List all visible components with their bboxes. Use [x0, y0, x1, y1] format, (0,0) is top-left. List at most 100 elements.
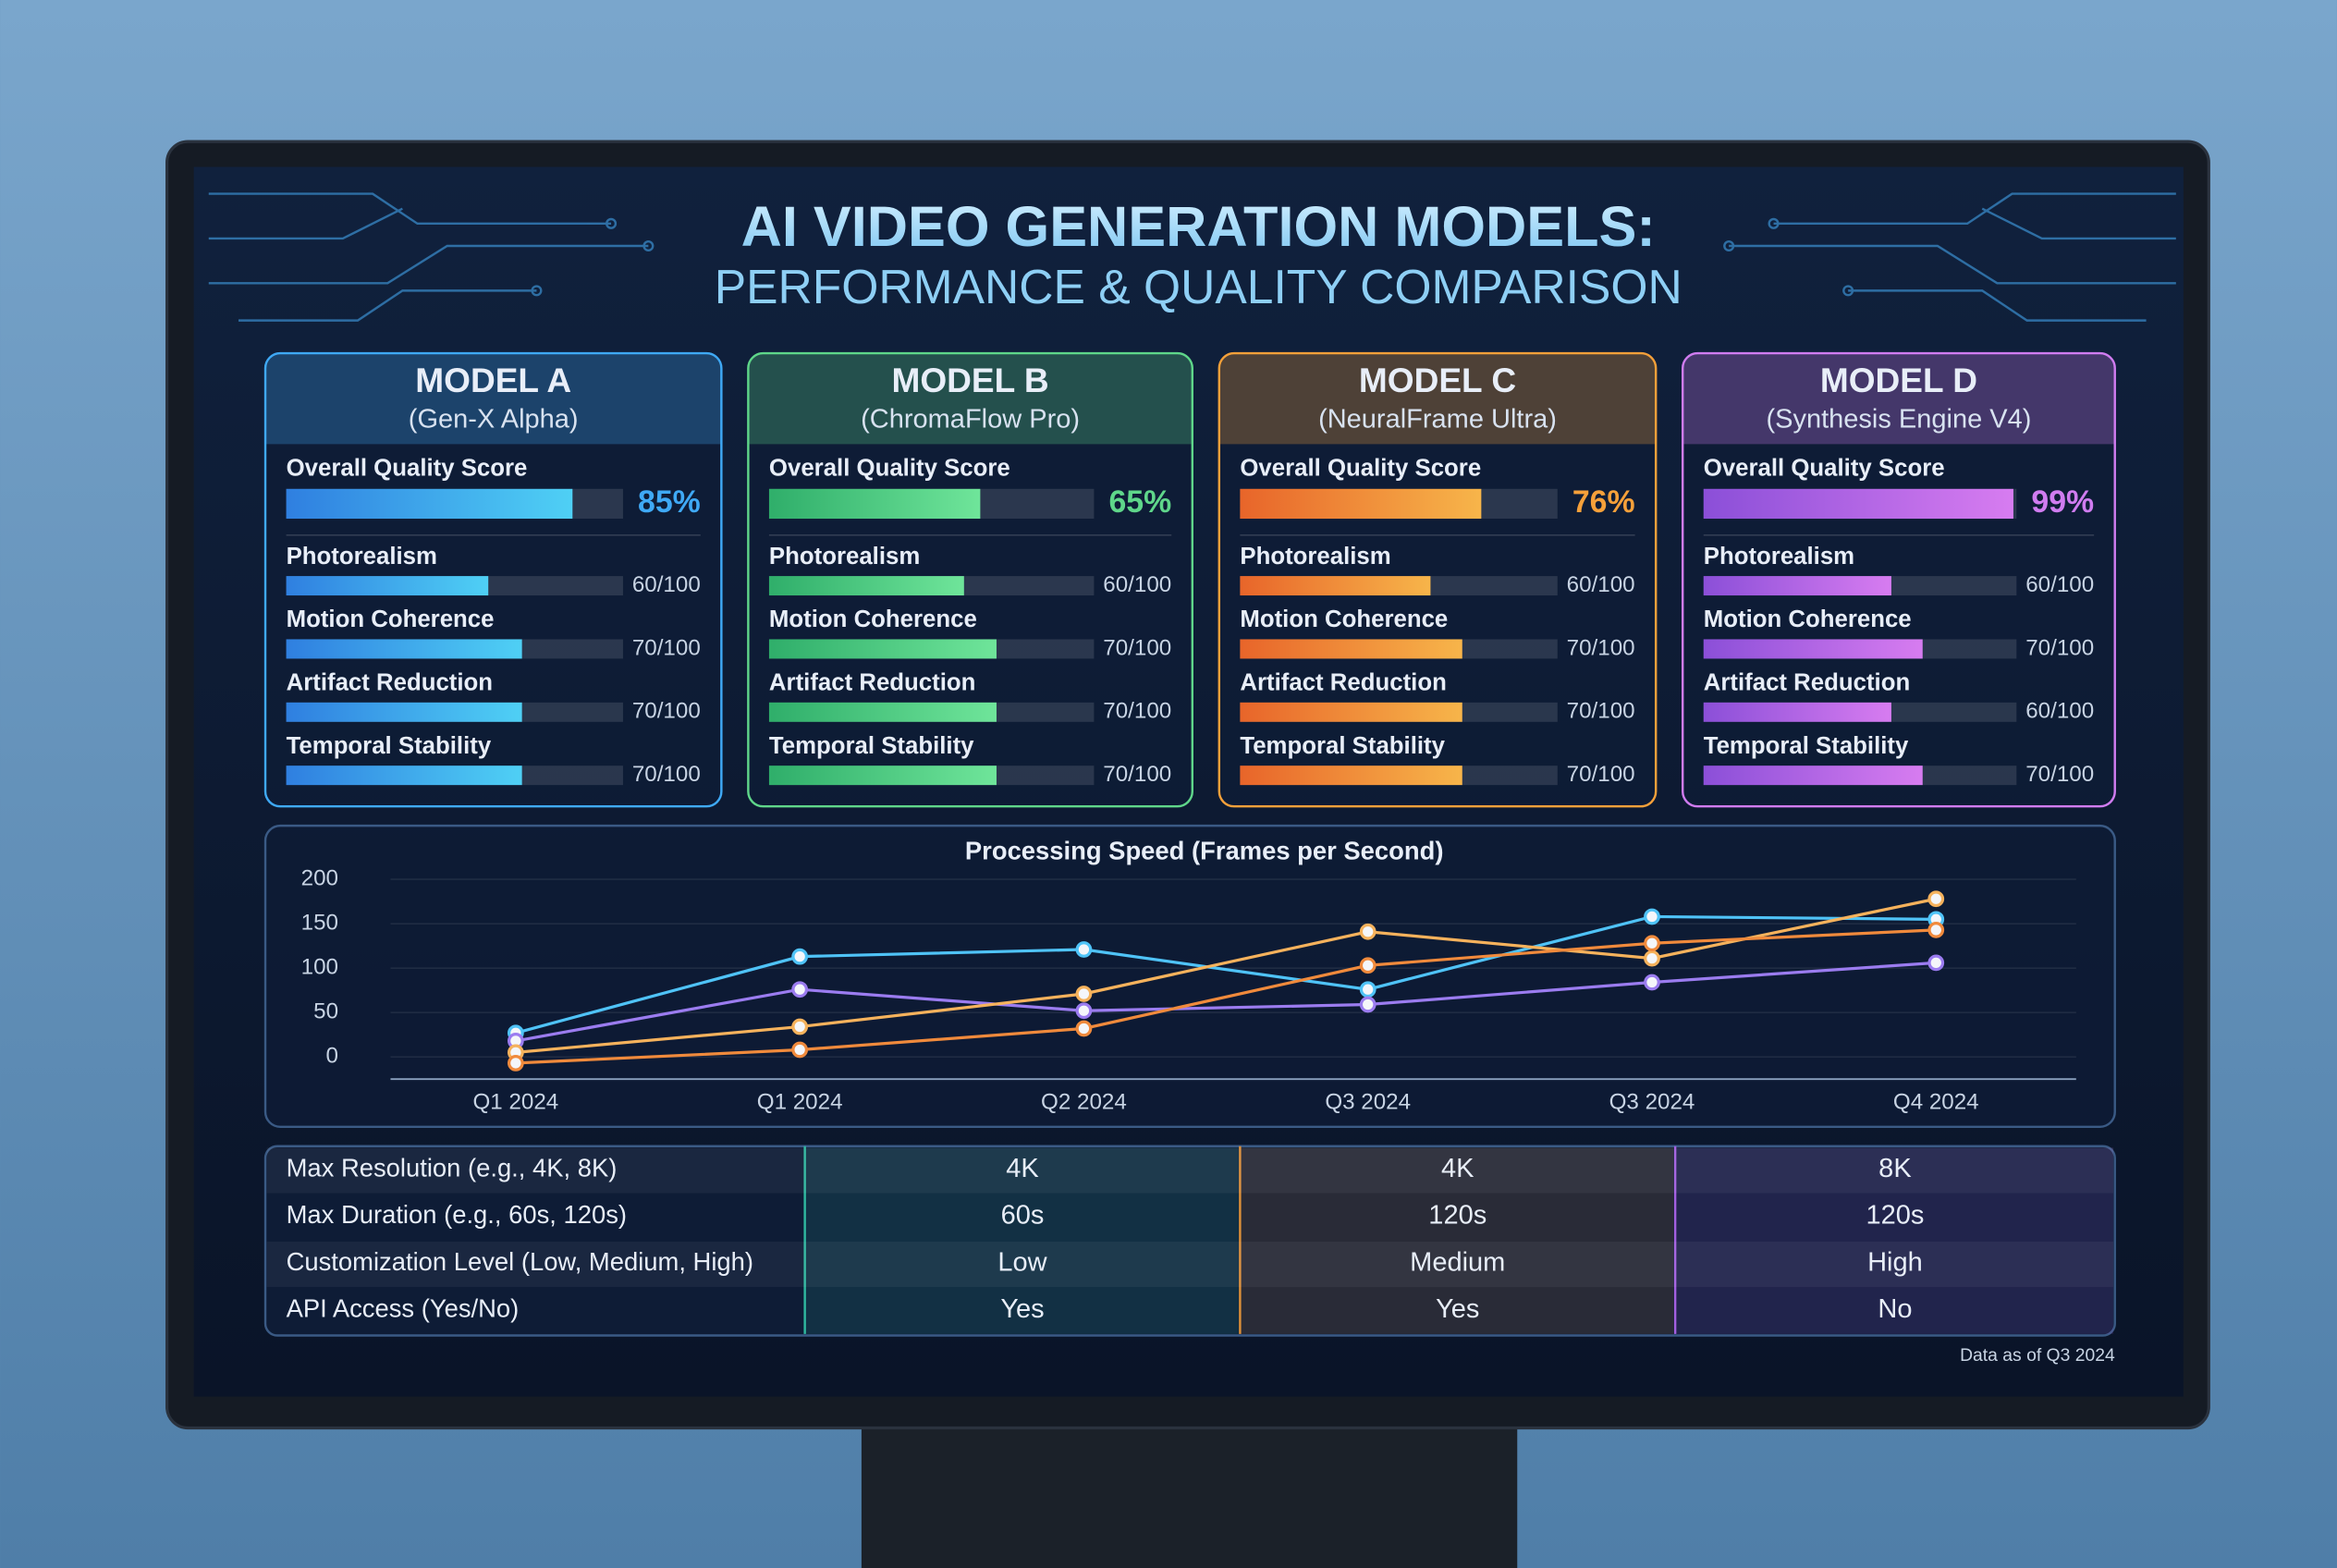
circuit-decoration	[208, 192, 2176, 322]
data-point	[791, 1041, 809, 1059]
metric-value: 70/100	[1103, 635, 1171, 660]
model-name: MODEL D	[1820, 361, 1977, 399]
data-point	[1644, 949, 1660, 967]
metric-label: Overall Quality Score	[769, 456, 1010, 482]
data-point	[1927, 890, 1945, 908]
data-point	[1644, 908, 1660, 925]
metric-label: Motion Coherence	[769, 606, 977, 632]
model-cards: MODEL A (Gen-X Alpha) Overall Quality Scor…	[263, 351, 2116, 808]
table-cell: 4K	[1006, 1154, 1039, 1183]
model-card: MODEL C (NeuralFrame Ultra) Overall Qualit…	[1217, 351, 1658, 808]
bar	[1240, 576, 1431, 596]
card-body	[747, 351, 1194, 808]
card-header	[748, 353, 1193, 445]
table-cell: No	[1878, 1294, 1912, 1324]
data-point	[508, 1055, 524, 1072]
metric-label: Photorealism	[1240, 544, 1390, 570]
bar	[768, 766, 997, 786]
metric-value: 70/100	[1103, 699, 1171, 724]
y-tick-label: 100	[301, 955, 338, 980]
metric-value: 70/100	[632, 699, 701, 724]
metric-value: 60/100	[1103, 572, 1171, 597]
x-tick-label: Q3 2024	[1325, 1089, 1411, 1114]
model-name: MODEL A	[415, 361, 571, 399]
footnote: Data as of Q3 2024	[1960, 1345, 2115, 1366]
model-variant: (Gen-X Alpha)	[409, 404, 579, 434]
bar	[1240, 766, 1462, 786]
x-tick-label: Q1 2024	[473, 1089, 559, 1114]
metric-label: Motion Coherence	[1240, 606, 1448, 632]
metric-label: Motion Coherence	[1704, 606, 1912, 632]
data-point	[1075, 941, 1093, 958]
x-tick-label: Q1 2024	[757, 1089, 843, 1114]
data-point	[1359, 981, 1377, 998]
row-band	[266, 1241, 2114, 1288]
bar	[286, 766, 522, 786]
card-body	[1681, 351, 2116, 808]
bar	[1240, 488, 1482, 520]
series-line	[515, 928, 1937, 1065]
x-tick-label: Q2 2024	[1041, 1089, 1127, 1114]
data-point	[1644, 974, 1660, 991]
column-tint	[804, 1147, 1239, 1334]
overall-value: 76%	[1572, 484, 1635, 520]
card-body	[1217, 351, 1658, 808]
y-tick-label: 150	[301, 911, 338, 936]
metric-label: Artifact Reduction	[287, 669, 493, 695]
bar	[286, 702, 522, 722]
table-cell: 60s	[1001, 1201, 1045, 1231]
table-cell: 8K	[1878, 1154, 1912, 1183]
bar	[1703, 488, 2013, 520]
row-label: Max Resolution (e.g., 4K, 8K)	[287, 1153, 618, 1182]
data-point	[791, 1018, 809, 1035]
series-line	[515, 961, 1937, 1043]
metric-value: 70/100	[1567, 699, 1635, 724]
metric-value: 70/100	[2025, 635, 2094, 660]
data-point	[1644, 935, 1660, 952]
table-cell: 4K	[1441, 1154, 1474, 1183]
metric-label: Artifact Reduction	[769, 669, 975, 695]
x-tick-label: Q3 2024	[1609, 1089, 1695, 1114]
metric-value: 70/100	[1567, 635, 1635, 660]
bar	[1703, 576, 1891, 596]
column-tint	[1675, 1147, 2114, 1334]
y-tick-label: 50	[313, 999, 338, 1024]
table-cell: High	[1867, 1247, 1923, 1277]
model-variant: (NeuralFrame Ultra)	[1318, 404, 1557, 434]
metric-value: 60/100	[632, 572, 701, 597]
metric-label: Temporal Stability	[1704, 733, 1909, 759]
table-cell: 120s	[1428, 1201, 1487, 1231]
row-label: Max Duration (e.g., 60s, 120s)	[287, 1200, 627, 1229]
column-tint	[1240, 1147, 1674, 1334]
metric-label: Overall Quality Score	[1240, 456, 1481, 482]
metric-label: Artifact Reduction	[1704, 669, 1910, 695]
data-point	[791, 981, 809, 998]
card-header	[265, 353, 722, 445]
metric-label: Overall Quality Score	[287, 456, 528, 482]
metric-label: Temporal Stability	[287, 733, 492, 759]
overall-value: 99%	[2031, 484, 2094, 520]
card-header	[1218, 353, 1657, 445]
overall-value: 65%	[1108, 484, 1171, 520]
chart-panel	[263, 824, 2116, 1129]
metric-value: 60/100	[2025, 572, 2094, 597]
series-line	[515, 914, 1937, 1035]
bar	[286, 639, 522, 659]
bar	[1240, 702, 1462, 722]
overall-value: 85%	[638, 484, 701, 520]
metric-value: 60/100	[2025, 699, 2094, 724]
model-name: MODEL B	[891, 361, 1048, 399]
bar	[286, 488, 573, 520]
metric-label: Photorealism	[1704, 544, 1854, 570]
card-body	[263, 351, 723, 808]
bar	[768, 488, 981, 520]
bar	[286, 576, 489, 596]
metric-label: Artifact Reduction	[1240, 669, 1446, 695]
y-tick-label: 200	[301, 866, 338, 891]
metric-label: Photorealism	[769, 544, 920, 570]
bar	[1703, 639, 1923, 659]
data-point	[791, 948, 809, 965]
spec-table: Max Resolution (e.g., 4K, 8K) 4K 4K 8K Max D…	[263, 1145, 2116, 1337]
